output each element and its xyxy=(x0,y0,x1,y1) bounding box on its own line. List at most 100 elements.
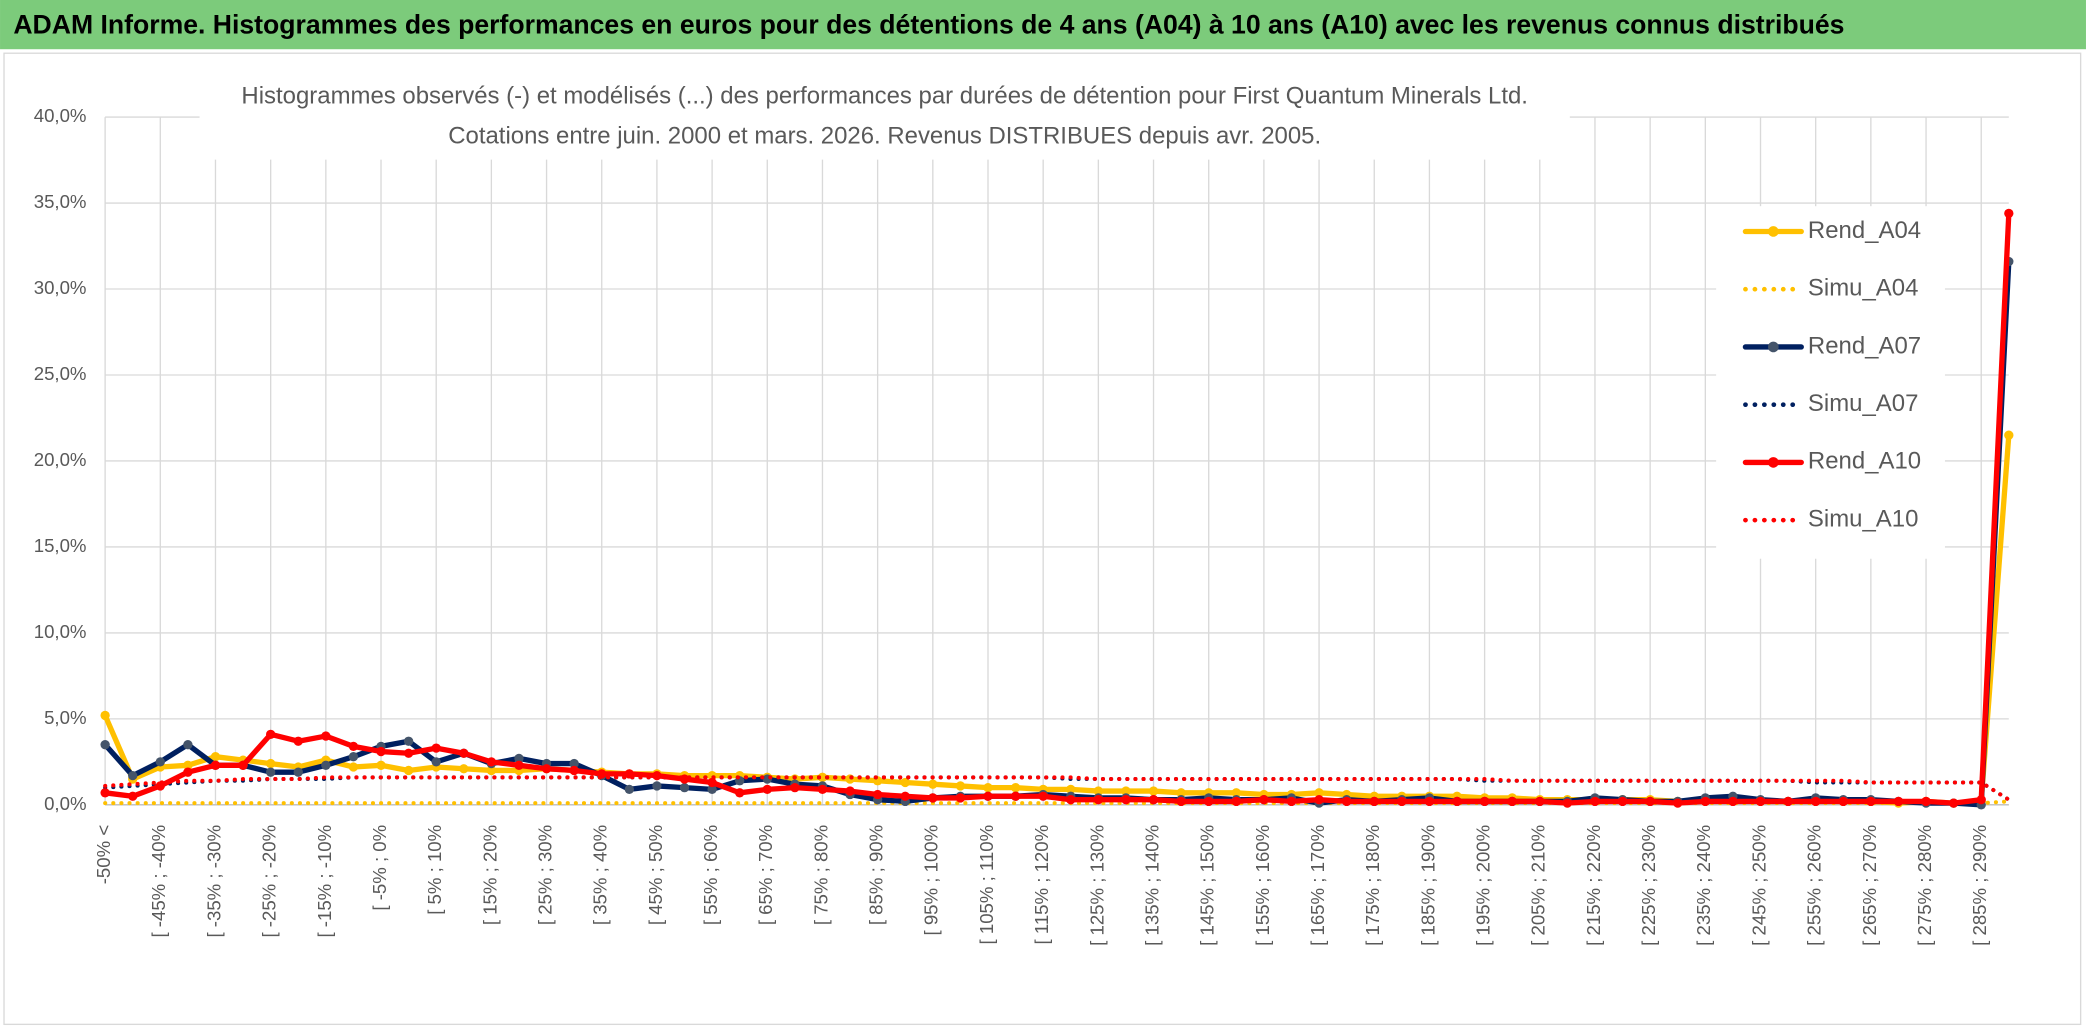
data-point xyxy=(1148,795,1159,805)
data-point xyxy=(1148,786,1159,796)
data-point xyxy=(1010,791,1021,801)
data-point xyxy=(1231,788,1241,798)
legend-label: Rend_A10 xyxy=(1808,448,1921,475)
data-point xyxy=(1121,786,1131,796)
data-point xyxy=(376,760,386,770)
data-point xyxy=(100,710,110,721)
x-tick-label: [ 25% ; 30% xyxy=(534,825,555,925)
y-tick-label: 35,0% xyxy=(34,191,87,212)
x-tick-label: [ 175% ; 180% xyxy=(1362,825,1383,946)
header-title: ADAM Informe. Histogrammes des performan… xyxy=(13,10,1844,40)
data-point xyxy=(514,753,524,764)
x-tick-label: [ 285% ; 290% xyxy=(1969,825,1990,946)
data-point xyxy=(100,740,110,750)
legend-label: Simu_A10 xyxy=(1808,505,1918,532)
data-point xyxy=(652,781,662,791)
legend-marker xyxy=(1768,226,1779,237)
data-point xyxy=(569,758,579,769)
data-point xyxy=(928,793,938,803)
series-line xyxy=(103,799,2011,806)
data-point xyxy=(845,786,855,796)
data-point xyxy=(431,743,441,753)
x-tick-label: [ -35% ; -30% xyxy=(203,825,224,938)
data-point xyxy=(1038,791,1048,801)
x-tick-label: [ 225% ; 230% xyxy=(1638,825,1659,946)
data-point xyxy=(155,757,165,767)
x-tick-label: [ 35% ; 40% xyxy=(590,825,611,925)
x-tick-label: [ -25% ; -20% xyxy=(259,825,280,938)
x-tick-label: [ 15% ; 20% xyxy=(479,825,500,925)
x-tick-label: [ 85% ; 90% xyxy=(866,825,887,925)
x-tick-label: [ 95% ; 100% xyxy=(921,825,942,936)
header-band xyxy=(0,0,2086,50)
data-point xyxy=(762,784,772,795)
y-tick-label: 40,0% xyxy=(34,105,87,126)
chart-frame xyxy=(3,52,2082,1026)
data-point xyxy=(1507,796,1517,807)
data-point xyxy=(1755,796,1766,807)
chart-subtitle: Cotations entre juin. 2000 et mars. 2026… xyxy=(448,122,1321,149)
x-tick-label: [ 125% ; 130% xyxy=(1086,825,1107,946)
data-point xyxy=(983,782,993,793)
x-tick-label: [ 275% ; 280% xyxy=(1914,825,1935,946)
data-point xyxy=(1066,784,1076,795)
y-tick-label: 15,0% xyxy=(34,535,87,556)
data-point xyxy=(1535,796,1545,807)
data-point xyxy=(348,752,359,762)
data-point xyxy=(183,760,193,770)
x-tick-label: [ 115% ; 120% xyxy=(1031,825,1052,945)
data-point xyxy=(403,736,414,746)
data-point xyxy=(707,777,717,788)
data-point xyxy=(735,788,745,798)
data-point xyxy=(293,767,303,777)
data-point xyxy=(845,774,855,784)
x-tick-label: [ 55% ; 60% xyxy=(700,825,721,925)
data-point xyxy=(1866,796,1876,807)
x-tick-label: [ 265% ; 270% xyxy=(1859,825,1880,946)
data-point xyxy=(459,748,469,758)
x-tick-label: [ -15% ; -10% xyxy=(314,825,335,938)
chart-title: Histogrammes observés (-) et modélisés (… xyxy=(241,82,1528,109)
x-tick-label: [ 145% ; 150% xyxy=(1197,825,1218,946)
title-backdrop xyxy=(199,77,1570,160)
data-point xyxy=(2004,208,2014,219)
data-point xyxy=(817,784,828,795)
data-point xyxy=(1204,796,1214,807)
data-point xyxy=(928,779,938,789)
y-tick-label: 10,0% xyxy=(34,621,87,642)
y-tick-label: 5,0% xyxy=(44,707,86,728)
x-tick-label: [ 5% ; 10% xyxy=(424,825,445,915)
data-point xyxy=(210,752,221,762)
data-point xyxy=(266,729,276,740)
data-point xyxy=(348,741,359,752)
data-point xyxy=(1617,796,1628,807)
data-point xyxy=(1562,798,1573,808)
data-point xyxy=(486,757,497,767)
data-point xyxy=(1259,795,1269,805)
x-tick-label: [ 65% ; 70% xyxy=(755,825,776,925)
data-point xyxy=(1948,798,1959,808)
data-point xyxy=(1645,796,1655,807)
x-tick-label: [ 135% ; 140% xyxy=(1141,825,1162,946)
data-point xyxy=(1893,796,1904,807)
data-point xyxy=(1673,798,1683,808)
y-tick-label: 0,0% xyxy=(44,793,86,814)
data-point xyxy=(1121,795,1131,805)
data-point xyxy=(955,793,966,803)
data-point xyxy=(817,772,828,782)
data-point xyxy=(1093,795,1104,805)
x-tick-label: [ 255% ; 260% xyxy=(1804,825,1825,946)
x-tick-label: [ 195% ; 200% xyxy=(1473,825,1494,946)
x-tick-label: -50% < xyxy=(93,825,114,884)
series-line xyxy=(102,210,2012,806)
data-point xyxy=(348,762,359,772)
x-tick-label: [ 45% ; 50% xyxy=(645,825,666,925)
legend-label: Rend_A07 xyxy=(1808,332,1921,359)
data-point xyxy=(1314,795,1324,805)
data-point xyxy=(128,791,138,801)
data-point xyxy=(1397,796,1407,807)
data-point xyxy=(955,781,966,791)
y-tick-label: 25,0% xyxy=(34,363,87,384)
data-point xyxy=(569,765,579,776)
